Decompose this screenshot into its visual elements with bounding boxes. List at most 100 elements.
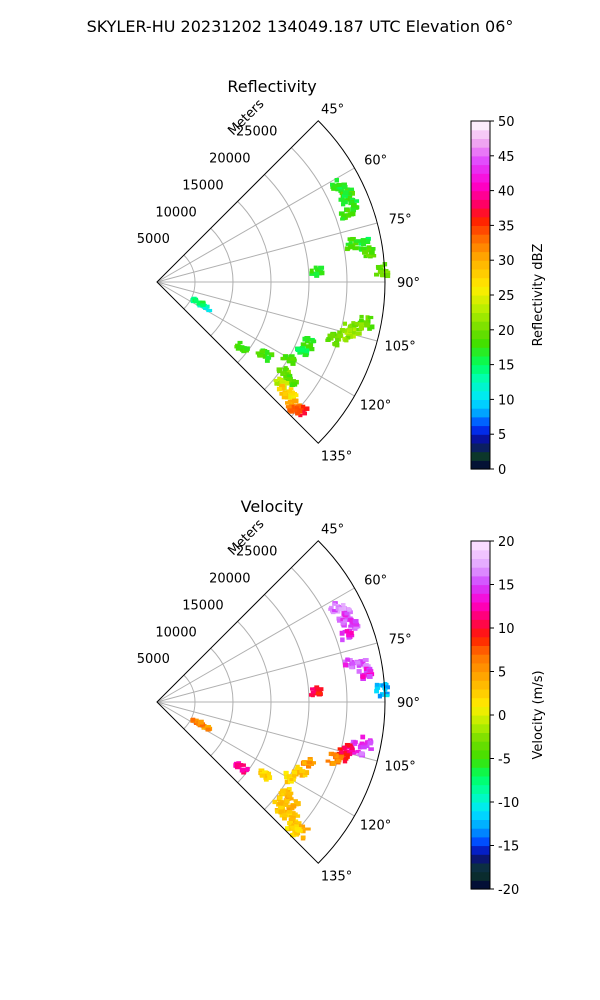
echo-cell	[277, 376, 282, 381]
colorbar-segment	[471, 338, 490, 348]
azimuth-tick-label: 75°	[389, 632, 412, 647]
echo-cell	[347, 237, 352, 241]
colorbar-segment	[471, 208, 490, 218]
echo-cell	[304, 336, 311, 341]
echo-cell	[379, 273, 385, 278]
echo-cell	[280, 788, 286, 794]
echo-cell	[315, 691, 322, 695]
echo-cell	[345, 208, 350, 213]
echo-cell	[340, 217, 345, 221]
echo-cell	[342, 192, 348, 198]
echo-cell	[360, 734, 366, 740]
echo-cell	[360, 745, 367, 750]
echo-cell	[304, 827, 311, 831]
echo-cell	[300, 404, 306, 409]
colorbar-tick-label: 10	[498, 622, 515, 637]
colorbar-segment	[471, 784, 490, 794]
echo-cell	[310, 339, 317, 344]
colorbar-segment	[471, 364, 490, 374]
echo-cell	[280, 356, 286, 361]
echo-cell	[288, 402, 293, 407]
reflectivity-panel: Reflectivity 45° 60° 75° 90° 105° 120° 135° 5000…	[137, 77, 546, 478]
echo-cell	[291, 774, 297, 779]
echo-cell	[259, 771, 264, 775]
echo-cell	[344, 753, 350, 757]
echo-cell	[342, 619, 347, 624]
colorbar-segment	[471, 121, 490, 131]
echo-cell	[368, 324, 375, 330]
echo-cell	[290, 833, 296, 838]
colorbar-segment	[471, 434, 490, 444]
echo-cell	[355, 660, 361, 665]
echo-cell	[362, 250, 368, 255]
echo-cell	[344, 629, 350, 634]
colorbar-segment	[471, 181, 490, 192]
colorbar-tick-label: -15	[498, 840, 519, 855]
echo-cell	[279, 385, 285, 391]
echo-cell	[346, 328, 353, 333]
echo-cell	[299, 769, 306, 773]
range-tick-label: 15000	[182, 598, 223, 613]
echo-cell	[289, 397, 295, 401]
colorbar-segment	[471, 442, 490, 453]
echo-cell	[341, 198, 346, 203]
echo-cell	[359, 661, 366, 667]
echo-cell	[239, 348, 245, 352]
colorbar-segment	[471, 567, 490, 577]
echo-cell	[274, 382, 280, 386]
echo-cell	[289, 825, 295, 830]
echo-cell	[267, 775, 273, 780]
colorbar-segment	[471, 854, 490, 864]
echo-cell	[337, 747, 343, 751]
echo-cell	[379, 692, 385, 697]
echo-cell	[291, 770, 298, 776]
colorbar-tick-label: 45	[498, 150, 515, 165]
azimuth-gridline	[156, 642, 378, 703]
echo-cell	[367, 740, 373, 746]
echo-cell	[383, 688, 388, 692]
echo-cell	[289, 817, 296, 822]
echo-cell	[255, 351, 261, 355]
echo-cell	[342, 662, 349, 668]
echo-cell	[341, 745, 347, 751]
echo-cell	[281, 396, 288, 400]
echo-cell	[276, 369, 281, 374]
range-tick-label: 5000	[137, 232, 170, 247]
echo-cell	[302, 353, 309, 358]
colorbar-segment	[471, 268, 490, 279]
echo-cell	[336, 616, 342, 621]
azimuth-tick-label: 90°	[397, 696, 420, 711]
range-tick-label: 20000	[209, 152, 250, 167]
colorbar-segment	[471, 610, 490, 620]
echo-cell	[377, 270, 382, 274]
colorbar-segment	[471, 164, 490, 174]
colorbar-tick-label: 30	[498, 254, 515, 269]
colorbar-tick-label: 5	[498, 666, 506, 681]
echo-cell	[241, 770, 246, 775]
colorbar-segment	[471, 541, 490, 551]
colorbar-segment	[471, 680, 490, 690]
azimuth-gridline	[156, 587, 355, 703]
echo-cell	[286, 807, 292, 812]
echo-cell	[245, 766, 250, 772]
echo-cell	[343, 617, 349, 621]
colorbar-segment	[471, 451, 490, 461]
colorbar-segment	[471, 173, 490, 183]
echo-cell	[310, 690, 317, 694]
echo-cell	[286, 389, 293, 393]
echo-cell	[280, 371, 286, 376]
echo-cell	[289, 404, 295, 410]
echo-cell	[342, 606, 347, 612]
echo-cell	[347, 212, 352, 216]
velocity-panel: Velocity 45° 60° 75° 90° 105° 120° 135° 5000 1000…	[137, 497, 546, 898]
echo-cell	[302, 336, 307, 342]
colorbar-tick-label: 5	[498, 428, 506, 443]
echo-cell	[339, 328, 345, 332]
echo-cell	[283, 366, 288, 372]
echo-cell	[205, 727, 211, 732]
colorbar-segment	[471, 138, 490, 148]
echo-cell	[374, 685, 381, 690]
colorbar-segment	[471, 416, 490, 427]
echo-cell	[358, 659, 364, 663]
echo-cell	[382, 262, 388, 267]
